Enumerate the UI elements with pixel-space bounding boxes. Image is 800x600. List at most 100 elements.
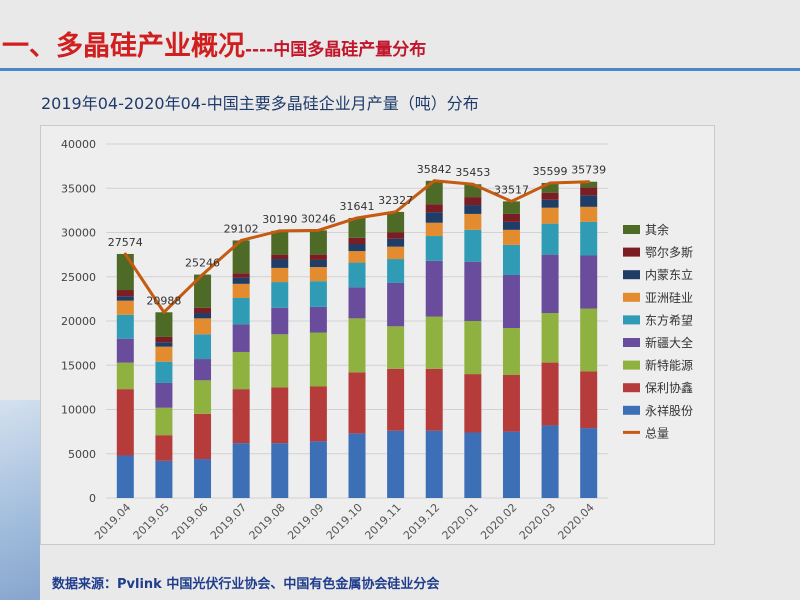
total-point: [239, 238, 243, 242]
x-tick-label: 2019.05: [131, 501, 172, 542]
total-point: [432, 179, 436, 183]
bar-segment: [309, 441, 327, 498]
bar-segment: [541, 223, 559, 255]
bar-segment: [155, 346, 173, 362]
total-point: [278, 229, 282, 233]
bar-segment: [155, 435, 173, 461]
total-data-label: 35599: [533, 165, 568, 178]
total-data-label: 20988: [146, 294, 181, 307]
bar-segment: [271, 259, 289, 268]
legend-label: 其余: [645, 222, 669, 237]
bar-segment: [116, 314, 134, 339]
total-point: [201, 273, 205, 277]
y-tick-label: 5000: [68, 448, 96, 461]
bar-segment: [387, 211, 405, 233]
bar-segment: [309, 230, 327, 255]
bar-segment: [580, 181, 598, 188]
x-tick-label: 2019.10: [324, 501, 365, 542]
total-data-label: 31641: [340, 200, 375, 213]
total-point: [471, 182, 475, 186]
bar-segment: [502, 229, 520, 245]
x-tick-label: 2020.02: [478, 501, 519, 542]
bar-segment: [232, 273, 250, 278]
x-tick-label: 2019.11: [362, 501, 403, 542]
bar-segment: [155, 312, 173, 337]
bar-segment: [155, 407, 173, 436]
bar-segment: [116, 296, 134, 301]
total-data-label: 35842: [417, 163, 452, 176]
legend-label: 内蒙东立: [645, 267, 693, 282]
bar-segment: [309, 332, 327, 387]
bar-segment: [425, 212, 443, 223]
bar-segment: [348, 217, 366, 238]
bar-segment: [348, 287, 366, 319]
total-point: [394, 210, 398, 214]
bar-segment: [155, 460, 173, 498]
total-data-label: 35739: [571, 164, 606, 177]
legend-label: 保利协鑫: [645, 380, 693, 395]
bar-segment: [155, 336, 173, 343]
bar-segment: [387, 430, 405, 498]
bar-segment: [464, 197, 482, 206]
x-tick-label: 2020.01: [440, 501, 481, 542]
bar-segment: [194, 313, 212, 319]
bar-segment: [271, 230, 289, 255]
bar-segment: [155, 342, 173, 347]
legend-swatch: [623, 270, 640, 280]
bar-segment: [464, 213, 482, 230]
x-tick-label: 2019.08: [247, 501, 288, 542]
bar-segment: [155, 382, 173, 408]
legend-swatch: [623, 292, 640, 302]
bar-segment: [541, 207, 559, 224]
decorative-solar-panel-background: [0, 400, 40, 600]
data-source-note: 数据来源：Pvlink 中国光伏行业协会、中国有色金属协会硅业分会: [52, 577, 440, 592]
bar-segment: [348, 237, 366, 245]
total-point: [162, 310, 166, 314]
bar-segment: [194, 359, 212, 381]
bar-segment: [541, 425, 559, 498]
bar-segment: [271, 387, 289, 444]
bar-segment: [387, 259, 405, 283]
bar-segment: [309, 386, 327, 442]
bar-segment: [464, 261, 482, 321]
bar-segment: [271, 254, 289, 260]
bar-segment: [425, 368, 443, 431]
total-data-label: 32327: [378, 194, 413, 207]
y-tick-label: 10000: [61, 404, 96, 417]
bar-segment: [541, 313, 559, 363]
chart-title: 2019年04-2020年04-中国主要多晶硅企业月产量（吨）分布: [41, 94, 479, 113]
bar-segment: [541, 199, 559, 208]
bar-segment: [425, 204, 443, 213]
bar-segment: [387, 368, 405, 431]
bar-segment: [271, 334, 289, 388]
bar-segment: [194, 307, 212, 314]
bar-segment: [194, 274, 212, 308]
bar-segment: [464, 205, 482, 214]
total-data-label: 30190: [262, 213, 297, 226]
bar-segment: [116, 362, 134, 390]
total-data-label: 30246: [301, 212, 336, 225]
bar-segment: [502, 328, 520, 375]
total-point: [316, 228, 320, 232]
bar-segment: [232, 240, 250, 274]
bar-segment: [387, 238, 405, 247]
bar-segment: [387, 326, 405, 369]
y-tick-label: 40000: [61, 138, 96, 151]
bar-segment: [425, 316, 443, 369]
bar-segment: [580, 195, 598, 207]
bar-segment: [580, 221, 598, 256]
bar-segment: [425, 222, 443, 237]
y-tick-label: 30000: [61, 227, 96, 240]
bar-segment: [309, 259, 327, 268]
bar-segment: [580, 255, 598, 309]
bar-segment: [348, 251, 366, 263]
bar-segment: [580, 428, 598, 498]
stacked-bar-chart: 0 5000 10000 15000 20000 25000 30000 35000 40000…: [61, 138, 693, 542]
bar-segment: [309, 306, 327, 333]
total-point: [548, 181, 552, 185]
bar-segment: [194, 318, 212, 335]
bar-segment: [116, 338, 134, 363]
y-tick-label: 15000: [61, 359, 96, 372]
bar-segment: [348, 262, 366, 288]
bar-segment: [464, 229, 482, 262]
